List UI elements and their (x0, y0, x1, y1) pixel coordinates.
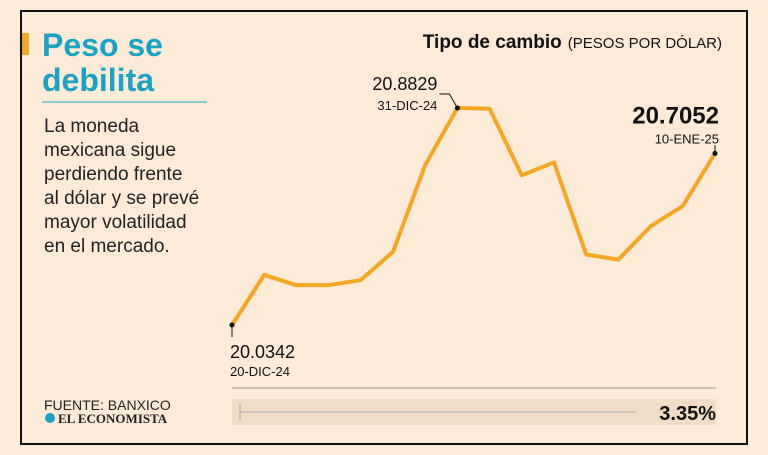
date-label: 31-DIC-24 (377, 98, 437, 113)
leader (439, 93, 458, 109)
value-label: 20.8829 (372, 74, 437, 94)
description: al dólar y se prevé (44, 188, 199, 209)
brand-logo (45, 413, 55, 423)
source: FUENTE: BANXICO (44, 397, 171, 413)
description: en el mercado. (44, 236, 170, 257)
headline: debilita (42, 62, 154, 98)
value-label: 20.7052 (632, 102, 719, 129)
headline: Peso se (42, 27, 163, 63)
description: mayor volatilidad (44, 212, 187, 233)
date-label: 20-DIC-24 (230, 364, 290, 379)
change-value: 3.35% (659, 403, 716, 425)
description: mexicana sigue (44, 140, 176, 161)
brand: EL ECONOMISTA (58, 411, 168, 426)
description: perdiendo frente (44, 164, 182, 185)
value-label: 20.0342 (230, 342, 295, 362)
line (230, 106, 717, 327)
frame (20, 10, 748, 445)
chart-title: Tipo de cambio (423, 32, 562, 53)
description: La moneda (44, 116, 140, 137)
accent (22, 33, 29, 55)
date-label: 10-ENE-25 (655, 131, 719, 146)
chart-subtitle: (PESOS POR DÓLAR) (568, 35, 722, 52)
